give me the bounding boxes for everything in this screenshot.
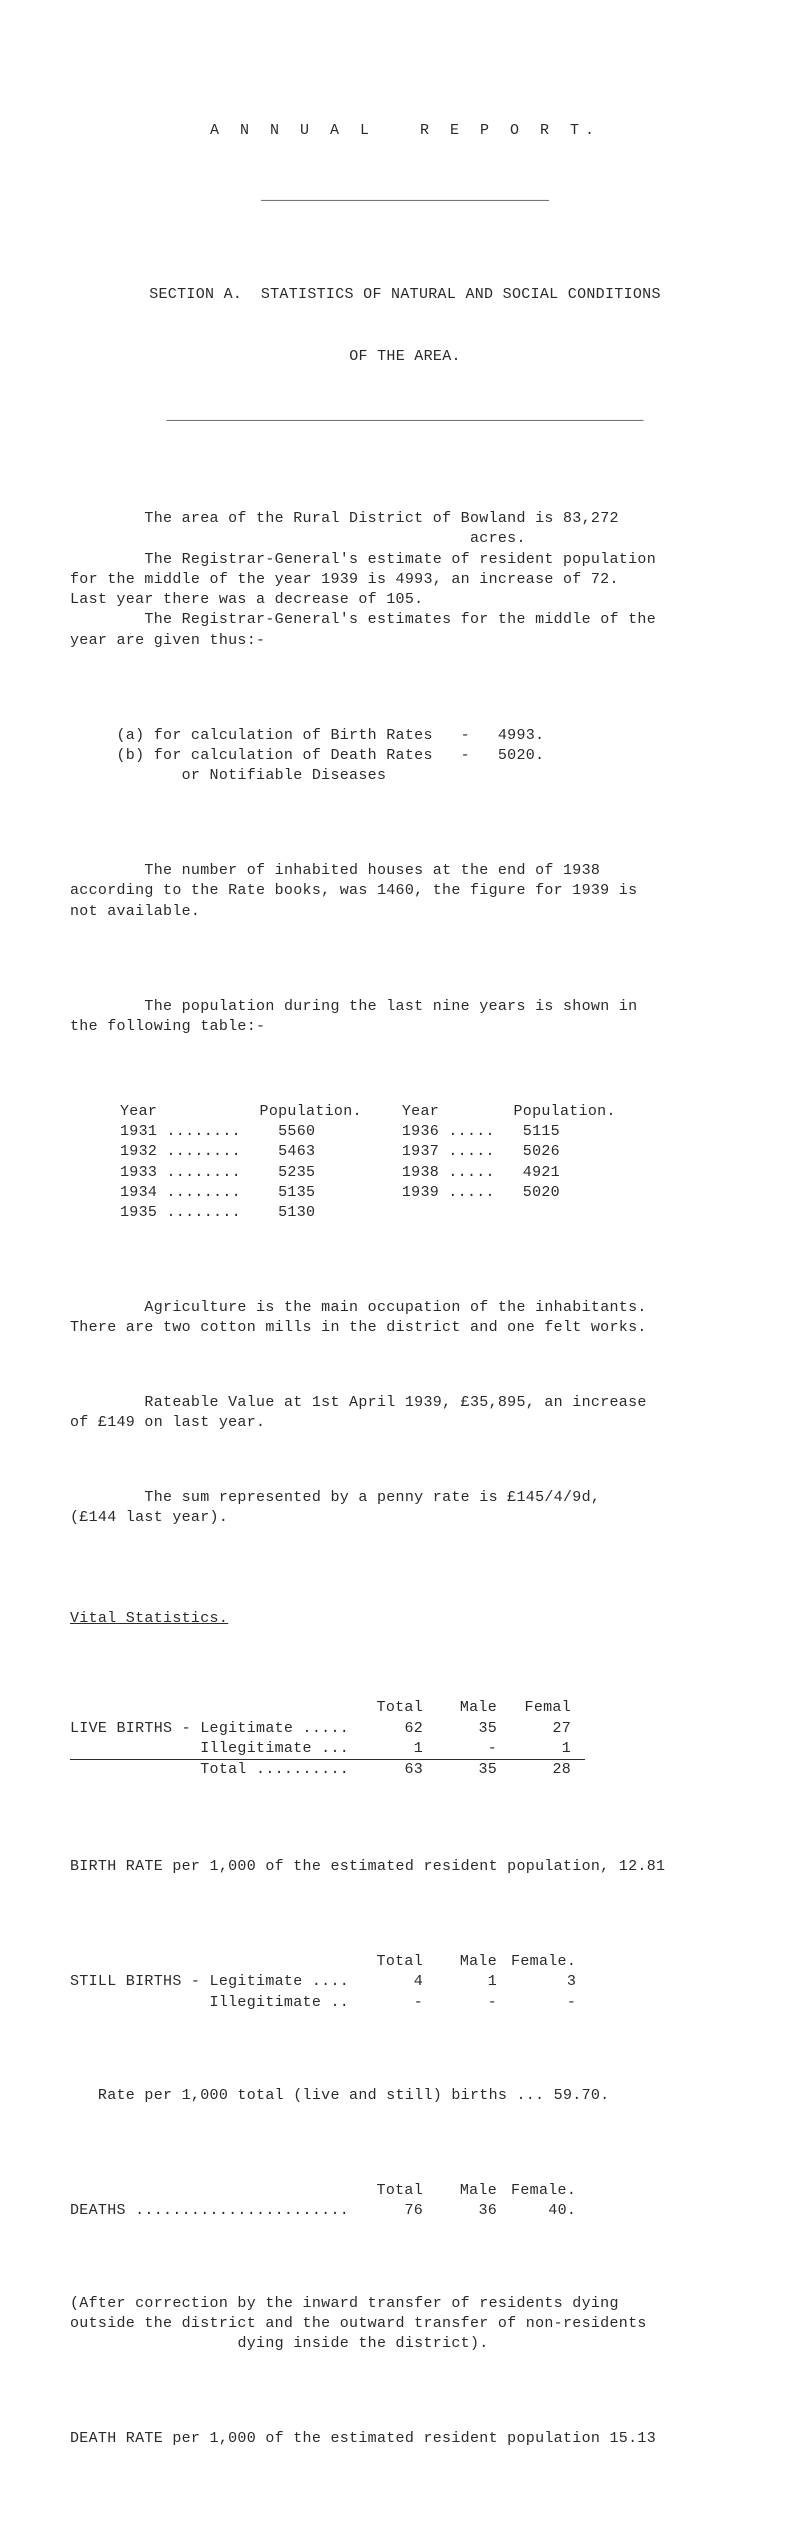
table-row: DEATHS ....................... 76 36 40. [70, 2201, 590, 2221]
para-houses: The number of inhabited houses at the en… [70, 861, 740, 922]
th-blank [70, 1698, 363, 1718]
title-rule: ________________________________ [70, 186, 740, 206]
page: A N N U A L R E P O R T. _______________… [0, 0, 800, 2544]
cell: 4 [363, 1972, 437, 1992]
row-label: Illegitimate ... [70, 1739, 363, 1760]
cell: - [437, 1739, 511, 1760]
vital-stats-heading: Vital Statistics. [70, 1609, 740, 1629]
th-total: Total [363, 1698, 437, 1718]
table-row: Illegitimate .. - - - [70, 1993, 590, 2013]
th-male: Male [437, 1952, 511, 1972]
cell: 62 [363, 1719, 437, 1739]
after-correction: (After correction by the inward transfer… [70, 2294, 740, 2355]
para-pop-intro: The population during the last nine year… [70, 997, 740, 1038]
table-row: Illegitimate ... 1 - 1 [70, 1739, 585, 1760]
th-male: Male [437, 1698, 511, 1718]
section-line2: OF THE AREA. [70, 347, 740, 367]
cell: 35 [437, 1760, 511, 1781]
cell: 1 [363, 1739, 437, 1760]
cell: 1 [437, 1972, 511, 1992]
row-label: LIVE BIRTHS - Legitimate ..... [70, 1719, 363, 1739]
cell: - [437, 1993, 511, 2013]
total-row: Total .......... 63 35 28 [70, 1760, 585, 1781]
cell: 63 [363, 1760, 437, 1781]
cell: 3 [511, 1972, 590, 1992]
table-row: LIVE BIRTHS - Legitimate ..... 62 35 27 [70, 1719, 585, 1739]
section-line1: SECTION A. STATISTICS OF NATURAL AND SOC… [70, 285, 740, 305]
para-penny-rate: The sum represented by a penny rate is £… [70, 1488, 740, 1529]
th-blank [70, 2181, 363, 2201]
th-female: Femal [511, 1698, 585, 1718]
table-row: STILL BIRTHS - Legitimate .... 4 1 3 [70, 1972, 590, 1992]
th-blank [70, 1952, 363, 1972]
row-label: Illegitimate .. [70, 1993, 363, 2013]
table-head-row: Total Male Female. [70, 2181, 590, 2201]
cell: - [363, 1993, 437, 2013]
th-female: Female. [511, 1952, 590, 1972]
table-head-row: Total Male Femal [70, 1698, 585, 1718]
para-agriculture: Agriculture is the main occupation of th… [70, 1298, 740, 1339]
pop-col-right: Year Population. 1936 ..... 5115 1937 ..… [402, 1102, 616, 1224]
table-head-row: Total Male Female. [70, 1952, 590, 1972]
cell: 40. [511, 2201, 590, 2221]
cell: 36 [437, 2201, 511, 2221]
para-rateable: Rateable Value at 1st April 1939, £35,89… [70, 1393, 740, 1434]
cell: - [511, 1993, 590, 2013]
still-births-table: Total Male Female. STILL BIRTHS - Legiti… [70, 1952, 590, 2013]
th-total: Total [363, 1952, 437, 1972]
cell: 35 [437, 1719, 511, 1739]
row-label: DEATHS ....................... [70, 2201, 363, 2221]
rate-per-line: Rate per 1,000 total (live and still) bi… [70, 2086, 740, 2106]
row-label: Total .......... [70, 1760, 363, 1781]
population-table: Year Population. 1931 ........ 5560 1932… [120, 1102, 740, 1224]
cell: 27 [511, 1719, 585, 1739]
section-rule: ________________________________________… [70, 406, 740, 426]
cell: 76 [363, 2201, 437, 2221]
death-rate-line: DEATH RATE per 1,000 of the estimated re… [70, 2429, 740, 2449]
report-title: A N N U A L R E P O R T. [70, 121, 740, 141]
para-area: The area of the Rural District of Bowlan… [70, 509, 740, 651]
th-male: Male [437, 2181, 511, 2201]
row-label: STILL BIRTHS - Legitimate .... [70, 1972, 363, 1992]
th-female: Female. [511, 2181, 590, 2201]
th-total: Total [363, 2181, 437, 2201]
live-births-table: Total Male Femal LIVE BIRTHS - Legitimat… [70, 1698, 585, 1780]
birth-rate-line: BIRTH RATE per 1,000 of the estimated re… [70, 1857, 740, 1877]
calc-list: (a) for calculation of Birth Rates - 499… [70, 726, 740, 787]
deaths-table: Total Male Female. DEATHS ..............… [70, 2181, 590, 2222]
pop-col-left: Year Population. 1931 ........ 5560 1932… [120, 1102, 362, 1224]
cell: 28 [511, 1760, 585, 1781]
cell: 1 [511, 1739, 585, 1760]
